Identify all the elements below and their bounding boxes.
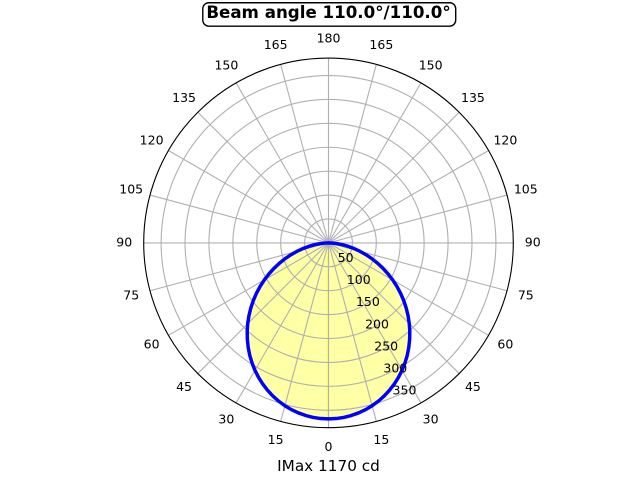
grid-spoke [328, 111, 460, 244]
radius-tick-label: 300 [383, 361, 407, 376]
radius-tick-label: 200 [365, 316, 389, 331]
grid-spoke [149, 194, 329, 244]
grid-spoke [168, 150, 329, 244]
grid-spoke [197, 111, 329, 244]
angle-tick-label: 60 [497, 337, 513, 352]
radius-tick-label: 350 [393, 383, 417, 398]
angle-tick-label: 15 [373, 432, 389, 447]
angle-tick-label: 45 [176, 379, 192, 394]
polar-grid [143, 58, 514, 428]
grid-spoke [328, 150, 489, 244]
grid-spoke [328, 242, 422, 404]
radius-tick-label: 150 [356, 294, 380, 309]
angle-tick-label: 45 [465, 379, 481, 394]
grid-spoke [328, 194, 508, 244]
angle-tick-label: 150 [419, 58, 443, 73]
radius-tick-label: 250 [374, 338, 398, 353]
polar-outline-circle [143, 57, 514, 429]
angle-tick-labels: 0 15 30 45 60 75 90 105 120 135 150 165 180 165 150 135… [116, 30, 540, 454]
angle-tick-label: 150 [214, 58, 238, 73]
angle-tick-label: 135 [172, 90, 196, 105]
angle-tick-label: 180 [317, 30, 341, 45]
angle-tick-label: 90 [116, 235, 132, 250]
grid-spoke [235, 82, 329, 244]
angle-tick-label: 120 [140, 132, 164, 147]
angle-tick-label: 90 [525, 235, 541, 250]
angle-tick-label: 30 [218, 411, 234, 426]
angle-tick-label: 15 [268, 432, 284, 447]
angle-tick-label: 120 [493, 132, 517, 147]
radius-tick-labels: 50 100 150 200 250 300 350 [338, 250, 417, 398]
radius-tick-label: 50 [338, 250, 354, 265]
grid-spoke [168, 242, 329, 336]
angle-tick-label: 60 [144, 337, 160, 352]
angle-tick-label: 105 [119, 182, 143, 197]
angle-tick-label: 0 [325, 439, 333, 454]
angle-tick-label: 75 [518, 287, 534, 302]
grid-spoke [328, 82, 422, 244]
angle-tick-label: 30 [423, 411, 439, 426]
grid-spoke [197, 242, 329, 374]
angle-tick-label: 135 [461, 90, 485, 105]
imax-label: IMax 1170 cd [277, 457, 380, 475]
angle-tick-label: 165 [264, 37, 288, 52]
chart-title: Beam angle 110.0°/110.0° [206, 3, 450, 22]
angle-tick-label: 75 [123, 287, 139, 302]
radius-tick-label: 100 [347, 272, 371, 287]
angle-tick-label: 105 [514, 182, 538, 197]
grid-spoke [235, 242, 329, 404]
title-box [202, 2, 457, 27]
grid-spoke [280, 64, 330, 244]
grid-spoke [328, 242, 460, 374]
grid-spoke [327, 242, 377, 422]
angle-tick-label: 165 [369, 37, 393, 52]
beam-curve [245, 241, 412, 421]
grid-spoke [328, 242, 489, 336]
grid-spoke [280, 242, 330, 422]
grid-spoke [327, 64, 377, 244]
